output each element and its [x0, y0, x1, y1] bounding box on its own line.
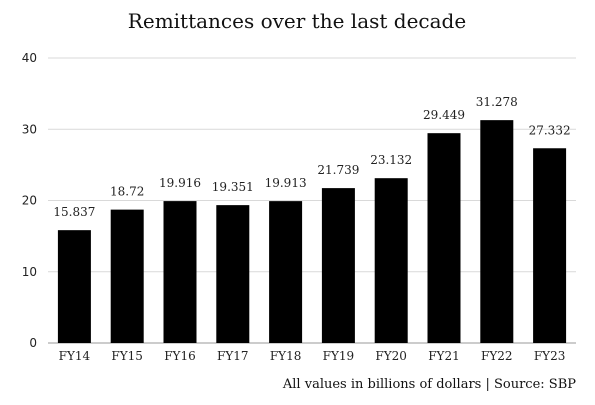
x-tick-label: FY18 — [270, 349, 302, 363]
bar-fy17 — [216, 205, 250, 343]
data-label: 19.913 — [265, 176, 307, 190]
chart-title: Remittances over the last decade — [128, 9, 466, 33]
source-footnote: All values in billions of dollars | Sour… — [282, 377, 576, 392]
y-tick-label: 30 — [22, 122, 37, 136]
bar-fy16 — [163, 201, 197, 343]
bar-fy18 — [269, 201, 303, 343]
y-tick-label: 0 — [29, 336, 37, 350]
x-axis-labels: FY14 FY15 FY16 FY17 FY18 FY19 FY20 FY21 FY22 FY23 — [59, 349, 566, 363]
y-tick-label: 10 — [22, 265, 37, 279]
x-tick-label: FY21 — [428, 349, 460, 363]
data-label: 19.916 — [159, 176, 201, 190]
x-tick-label: FY19 — [323, 349, 355, 363]
bar-fy15 — [110, 209, 144, 343]
x-tick-label: FY15 — [111, 349, 143, 363]
data-label: 21.739 — [317, 163, 359, 177]
data-label: 29.449 — [423, 108, 465, 122]
bars — [57, 120, 567, 343]
data-label: 31.278 — [476, 95, 518, 109]
data-label: 18.72 — [110, 185, 144, 199]
x-tick-label: FY17 — [217, 349, 249, 363]
x-tick-label: FY22 — [481, 349, 513, 363]
y-tick-label: 40 — [22, 51, 37, 65]
y-tick-label: 20 — [22, 194, 37, 208]
x-tick-label: FY16 — [164, 349, 196, 363]
x-tick-label: FY20 — [375, 349, 407, 363]
bar-fy23 — [533, 148, 567, 343]
x-tick-label: FY23 — [534, 349, 566, 363]
data-label: 19.351 — [212, 180, 254, 194]
data-label: 15.837 — [53, 205, 95, 219]
bar-fy21 — [427, 133, 461, 343]
x-tick-label: FY14 — [59, 349, 91, 363]
bar-fy22 — [480, 120, 514, 343]
data-label: 27.332 — [529, 123, 571, 137]
bar-fy14 — [57, 230, 91, 343]
bar-fy20 — [374, 178, 408, 343]
bar-fy19 — [321, 188, 355, 343]
data-label: 23.132 — [370, 153, 412, 167]
data-labels: 15.837 18.72 19.916 19.351 19.913 21.739 23.13… — [53, 95, 570, 219]
y-axis-ticks: 0 10 20 30 40 — [22, 51, 37, 350]
